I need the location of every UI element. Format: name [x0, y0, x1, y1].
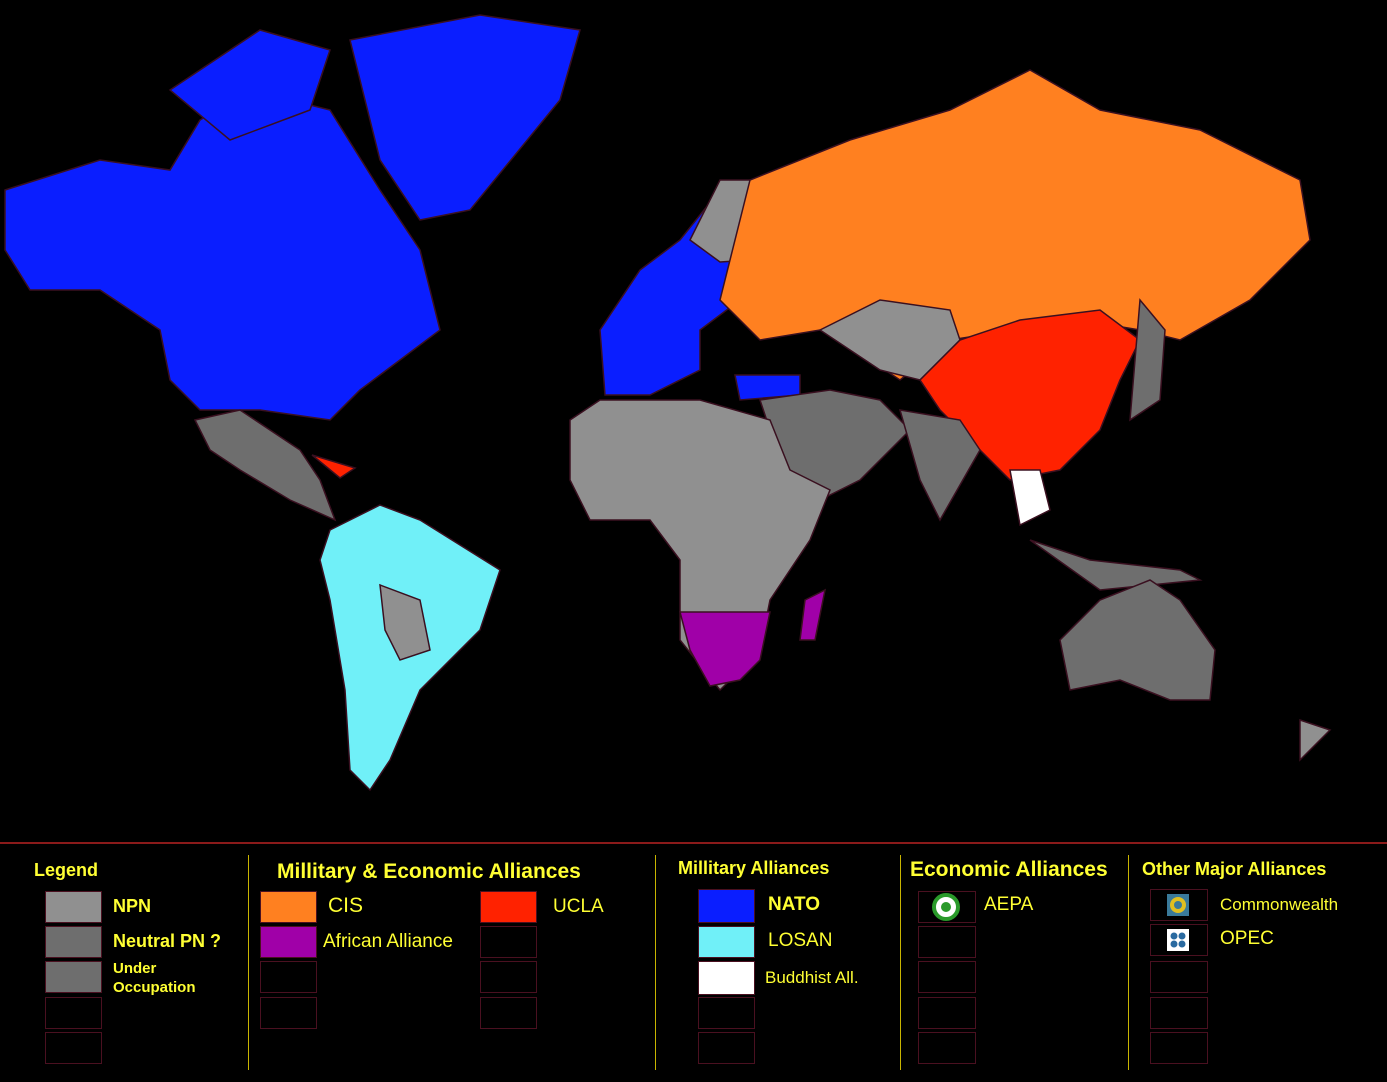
- greenland: [349, 14, 581, 221]
- madagascar: [799, 588, 827, 641]
- swatch: [918, 891, 976, 923]
- swatch: [1150, 1032, 1208, 1064]
- swatch: [45, 1032, 102, 1064]
- australia: [1059, 579, 1216, 701]
- indonesia: [1029, 539, 1203, 591]
- swatch: [698, 1032, 755, 1064]
- section-title: Other Major Alliances: [1142, 859, 1327, 879]
- legend-label: NPN: [113, 896, 152, 916]
- swatch: [480, 997, 537, 1029]
- arctic-islands: [168, 29, 331, 141]
- india: [898, 409, 981, 522]
- swatch: [1150, 924, 1208, 956]
- legend-label: NATO: [768, 894, 821, 915]
- legend-label: African Alliance: [323, 931, 453, 952]
- legend-label: Neutral PN ?: [113, 931, 222, 951]
- legend-label: Under Occupation: [113, 960, 196, 996]
- countries: [4, 14, 1332, 792]
- swatch: [918, 1032, 976, 1064]
- swatch: [918, 997, 976, 1029]
- legend-label: Commonwealth: [1220, 895, 1339, 914]
- legend-label: LOSAN: [768, 930, 833, 951]
- swatch: [260, 961, 317, 993]
- divider: [900, 855, 901, 1070]
- new-zealand: [1299, 718, 1332, 762]
- swatch: [45, 891, 102, 923]
- swatch: [918, 926, 976, 958]
- swatch: [1150, 961, 1208, 993]
- section-title: Millitary & Economic Alliances: [277, 860, 581, 883]
- swatch: [480, 926, 537, 958]
- opec-emblem: [1167, 929, 1189, 951]
- section-title: Economic Alliances: [910, 858, 1108, 881]
- swatch: [918, 961, 976, 993]
- swatch: [698, 889, 755, 923]
- swatch: [260, 926, 317, 958]
- aepa-emblem: [932, 893, 960, 921]
- swatch: [698, 926, 755, 958]
- legend-label: CIS: [328, 894, 364, 917]
- legend-label: UCLA: [553, 896, 604, 917]
- divider: [248, 855, 249, 1070]
- swatch: [1150, 889, 1208, 921]
- divider: [1128, 855, 1129, 1070]
- swatch: [698, 997, 755, 1029]
- section-title: Legend: [34, 860, 99, 880]
- commonwealth-emblem: [1167, 894, 1189, 916]
- mexico-central-america: [193, 409, 337, 522]
- section-title: Millitary Alliances: [678, 858, 830, 878]
- south-america-neutral: [379, 583, 431, 661]
- world-map: [0, 14, 1387, 844]
- legend-label: OPEC: [1220, 928, 1274, 949]
- southeast-asia: [1009, 469, 1051, 527]
- swatch: [45, 961, 102, 993]
- divider: [655, 855, 656, 1070]
- southern-africa: [679, 611, 771, 687]
- swatch: [45, 997, 102, 1029]
- swatch: [260, 891, 317, 923]
- legend-label: Buddhist All.: [765, 968, 859, 987]
- japan: [1129, 298, 1166, 422]
- cuba: [311, 454, 357, 479]
- swatch: [480, 891, 537, 923]
- swatch: [45, 926, 102, 958]
- swatch: [698, 961, 755, 995]
- swatch: [260, 997, 317, 1029]
- legend-label: AEPA: [984, 894, 1034, 915]
- swatch: [1150, 997, 1208, 1029]
- swatch: [480, 961, 537, 993]
